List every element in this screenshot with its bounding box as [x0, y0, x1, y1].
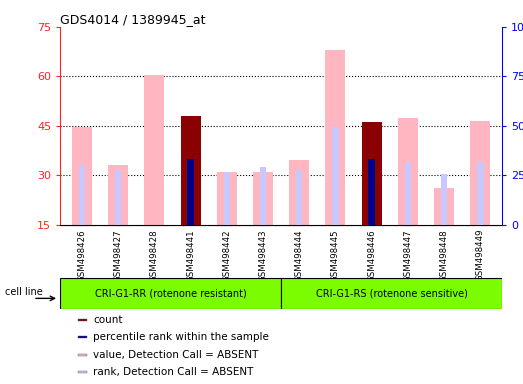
Text: GSM498428: GSM498428: [150, 229, 159, 281]
Text: count: count: [93, 315, 123, 325]
Bar: [108, 166, 128, 225]
Text: value, Detection Call = ABSENT: value, Detection Call = ABSENT: [93, 350, 259, 360]
Bar: [217, 172, 237, 225]
Bar: [78, 319, 87, 321]
Bar: [368, 159, 375, 225]
Text: percentile rank within the sample: percentile rank within the sample: [93, 332, 269, 342]
Bar: [115, 170, 121, 225]
Bar: [434, 189, 454, 225]
Bar: [78, 354, 87, 356]
Text: GSM498442: GSM498442: [222, 229, 231, 281]
Bar: [477, 162, 484, 225]
Bar: [470, 121, 490, 225]
Text: GSM498447: GSM498447: [403, 229, 413, 281]
Bar: [405, 162, 411, 225]
Bar: [72, 127, 92, 225]
Bar: [78, 371, 87, 373]
Bar: [144, 74, 164, 225]
Bar: [362, 122, 382, 225]
Text: GSM498446: GSM498446: [367, 229, 376, 281]
Text: GSM498444: GSM498444: [295, 229, 304, 281]
Text: GSM498443: GSM498443: [258, 229, 267, 281]
Bar: [187, 159, 194, 225]
Text: GDS4014 / 1389945_at: GDS4014 / 1389945_at: [60, 13, 206, 26]
Text: GSM498448: GSM498448: [440, 229, 449, 281]
Bar: [325, 50, 345, 225]
Text: CRI-G1-RS (rotenone sensitive): CRI-G1-RS (rotenone sensitive): [316, 289, 468, 299]
Text: CRI-G1-RR (rotenone resistant): CRI-G1-RR (rotenone resistant): [95, 289, 246, 299]
Bar: [180, 116, 200, 225]
Bar: [296, 170, 302, 225]
Text: GSM498445: GSM498445: [331, 229, 340, 281]
Text: cell line: cell line: [5, 287, 42, 297]
Text: rank, Detection Call = ABSENT: rank, Detection Call = ABSENT: [93, 367, 254, 377]
Bar: [223, 172, 230, 225]
Bar: [78, 166, 85, 225]
Bar: [60, 278, 281, 309]
Text: GSM498426: GSM498426: [77, 229, 86, 281]
Bar: [441, 174, 447, 225]
Text: GSM498427: GSM498427: [113, 229, 122, 281]
Bar: [260, 167, 266, 225]
Bar: [398, 118, 418, 225]
Text: GSM498449: GSM498449: [476, 229, 485, 281]
Bar: [253, 172, 273, 225]
Bar: [281, 278, 502, 309]
Bar: [332, 127, 339, 225]
Bar: [289, 161, 309, 225]
Bar: [78, 336, 87, 338]
Text: GSM498441: GSM498441: [186, 229, 195, 281]
